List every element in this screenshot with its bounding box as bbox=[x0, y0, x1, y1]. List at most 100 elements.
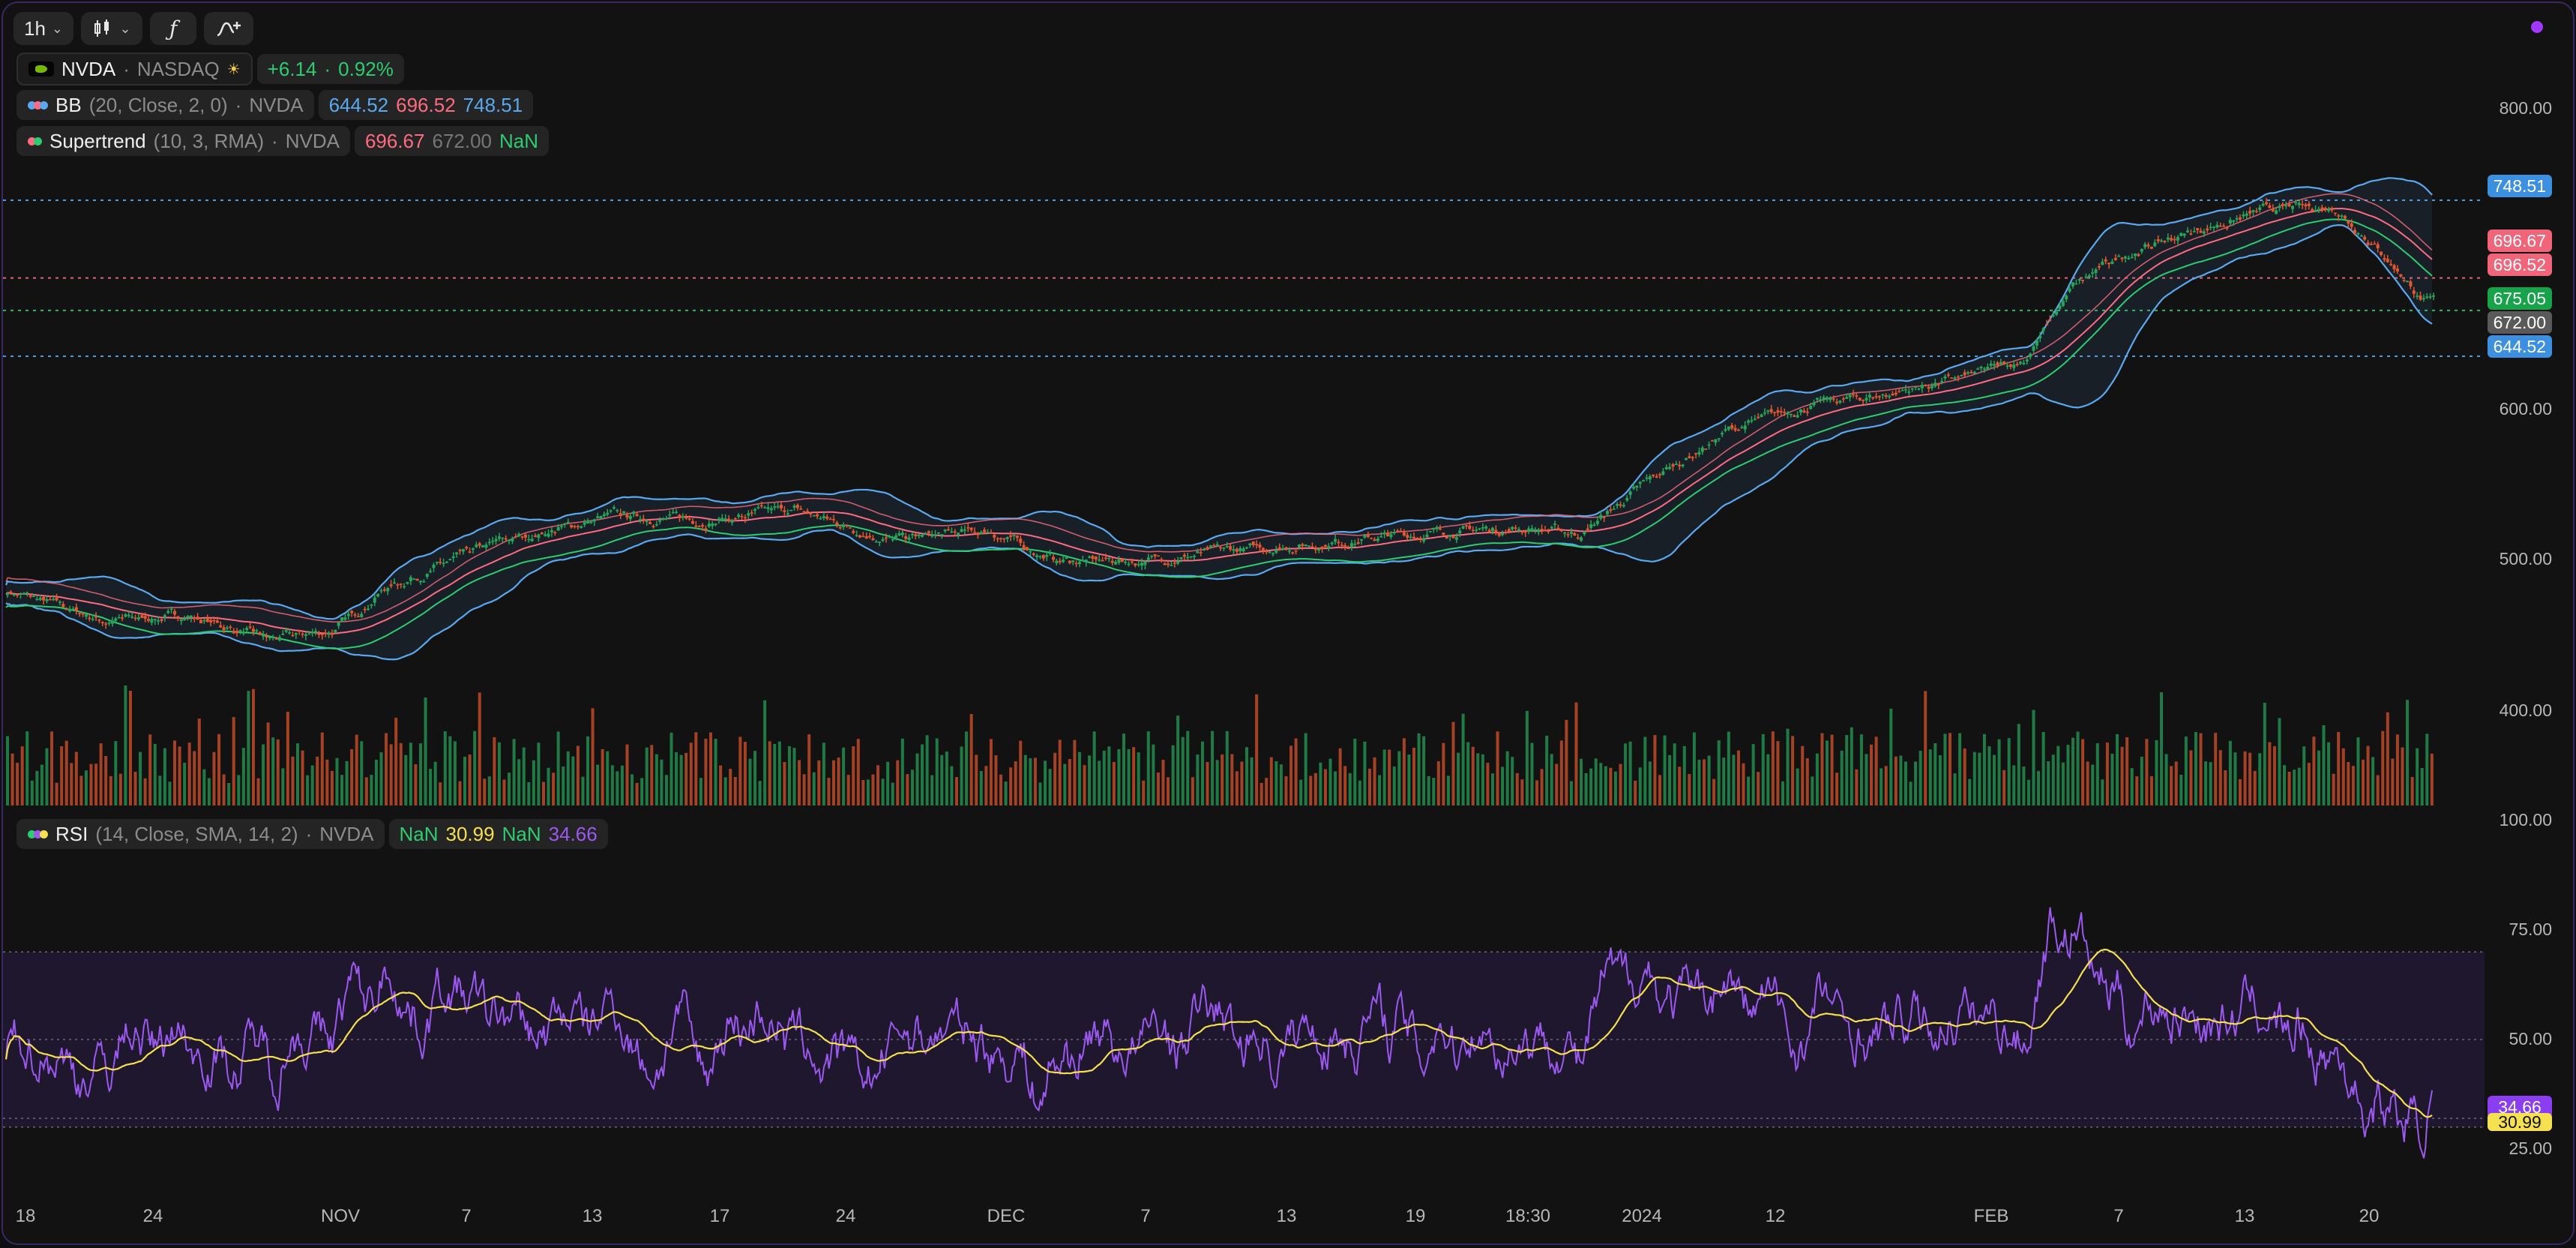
volume-bar bbox=[812, 772, 816, 806]
candle-body bbox=[42, 597, 46, 601]
volume-bar bbox=[1899, 755, 1903, 806]
candle-body bbox=[2406, 280, 2410, 283]
candle-body bbox=[907, 537, 911, 540]
candle-body bbox=[766, 507, 770, 509]
volume-bar bbox=[1880, 768, 1883, 806]
volume-bar bbox=[1171, 745, 1175, 806]
volume-bar bbox=[1402, 738, 1406, 806]
volume-bar bbox=[846, 775, 850, 806]
candle-body bbox=[1589, 524, 1593, 528]
candle-body bbox=[258, 632, 262, 635]
candle-body bbox=[38, 598, 42, 600]
volume-bar bbox=[1874, 736, 1878, 806]
rsi-chart[interactable] bbox=[3, 806, 2485, 1196]
volume-bar bbox=[743, 742, 747, 806]
drawing-button[interactable] bbox=[204, 12, 253, 45]
candle-body bbox=[1753, 418, 1757, 420]
candles-icon bbox=[94, 20, 109, 37]
volume-bar bbox=[2120, 746, 2124, 806]
volume-bar bbox=[1461, 713, 1465, 806]
candle-body bbox=[583, 522, 586, 525]
candle-body bbox=[2110, 261, 2114, 264]
candle-body bbox=[2343, 215, 2347, 219]
candle-body bbox=[1317, 548, 1321, 550]
candle-body bbox=[1248, 543, 1252, 546]
candle-body bbox=[1313, 548, 1317, 550]
candle-body bbox=[439, 562, 442, 563]
volume-bar bbox=[1628, 741, 1632, 806]
rsi-legend-pill[interactable]: RSI (14, Close, SMA, 14, 2) · NVDA bbox=[16, 819, 385, 849]
supertrend-symbol: NVDA bbox=[285, 129, 340, 152]
volume-bar bbox=[2322, 725, 2326, 806]
candle-body bbox=[1793, 415, 1796, 417]
candle-body bbox=[894, 535, 898, 538]
candle-body bbox=[2402, 280, 2406, 281]
candle-body bbox=[514, 536, 517, 538]
volume-bar bbox=[2272, 746, 2276, 806]
price-chart[interactable] bbox=[3, 3, 2485, 806]
candle-body bbox=[1402, 532, 1406, 536]
supertrend-value-2: 672.00 bbox=[432, 129, 493, 152]
volume-bar bbox=[2017, 724, 2020, 806]
candle-body bbox=[1304, 544, 1307, 547]
bb-legend-pill[interactable]: BB (20, Close, 2, 0) · NVDA bbox=[16, 90, 314, 120]
volume-bar bbox=[1412, 747, 1416, 806]
volume-bar bbox=[1048, 769, 1052, 806]
candle-body bbox=[1917, 388, 1921, 390]
x-tick: 7 bbox=[1140, 1206, 1151, 1226]
volume-bar bbox=[2179, 775, 2183, 806]
volume-bar bbox=[1338, 748, 1342, 806]
candle-body bbox=[1684, 458, 1688, 460]
volume-bar bbox=[669, 732, 673, 806]
candle-body bbox=[1796, 415, 1799, 418]
volume-bar bbox=[1457, 752, 1460, 806]
candle-body bbox=[124, 614, 127, 617]
volume-bar bbox=[1323, 769, 1327, 806]
candle-body bbox=[1924, 385, 1928, 387]
candle-body bbox=[1130, 561, 1134, 563]
candle-body bbox=[2196, 228, 2200, 230]
volume-bar bbox=[1978, 752, 1981, 806]
candle-body bbox=[1514, 527, 1517, 529]
volume-bar bbox=[748, 758, 752, 806]
symbol-pill[interactable]: NVDA · NASDAQ ☀ bbox=[16, 52, 253, 86]
candle-body bbox=[664, 518, 668, 520]
candle-body bbox=[2156, 238, 2160, 242]
candle-body bbox=[1497, 533, 1501, 536]
candle-body bbox=[1009, 535, 1013, 537]
volume-bar bbox=[2051, 754, 2055, 806]
candle-body bbox=[157, 620, 160, 622]
x-tick: 12 bbox=[1765, 1206, 1786, 1226]
volume-bar bbox=[2253, 770, 2257, 806]
candle-body bbox=[2048, 320, 2052, 321]
supertrend-legend-pill[interactable]: Supertrend (10, 3, RMA) · NVDA bbox=[16, 126, 350, 156]
volume-bar bbox=[1569, 781, 1573, 806]
chart-type-button[interactable]: ⌄ bbox=[81, 12, 142, 45]
candle-body bbox=[100, 622, 104, 623]
candle-body bbox=[2386, 259, 2389, 262]
bb-basis-line bbox=[5, 208, 2433, 634]
volume-bar bbox=[1127, 748, 1131, 806]
indicators-button[interactable]: ƒ bbox=[150, 12, 196, 45]
volume-bar bbox=[965, 731, 969, 806]
volume-bar bbox=[40, 764, 43, 806]
candle-body bbox=[189, 615, 193, 618]
candle-body bbox=[989, 532, 993, 534]
candle-body bbox=[861, 536, 865, 538]
volume-bar bbox=[1953, 773, 1957, 806]
candle-body bbox=[1412, 536, 1416, 538]
volume-bar bbox=[1186, 730, 1190, 806]
candle-body bbox=[947, 529, 951, 531]
candle-body bbox=[163, 615, 166, 618]
volume-bar bbox=[1505, 751, 1509, 806]
volume-bar bbox=[1481, 754, 1484, 806]
interval-button[interactable]: 1h ⌄ bbox=[13, 12, 73, 45]
volume-bar bbox=[256, 778, 260, 806]
bb-upper-value: 748.51 bbox=[463, 93, 523, 116]
volume-bar bbox=[306, 775, 310, 806]
volume-bar bbox=[1555, 764, 1559, 806]
volume-bar bbox=[1343, 766, 1347, 806]
volume-bar bbox=[1830, 734, 1834, 806]
bb-values-pill: 644.52 696.52 748.51 bbox=[318, 90, 534, 120]
volume-bar bbox=[60, 746, 64, 806]
